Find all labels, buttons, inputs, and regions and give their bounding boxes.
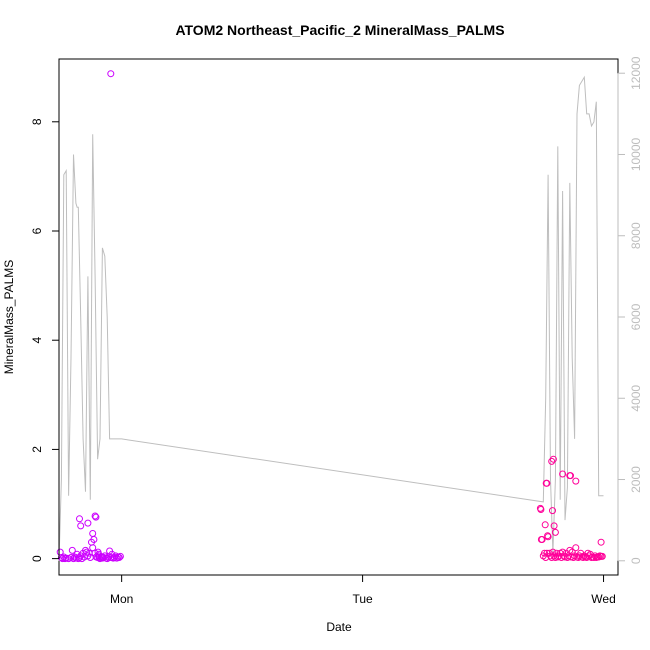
data-point [537,536,545,543]
data-point [572,544,580,552]
y-right-tick-label: 2000 [629,466,643,493]
data-point [549,455,557,463]
data-point [567,472,574,480]
y-axis-right: 0 2000 4000 6000 8000 10000 12000 [617,56,643,564]
data-point [536,504,544,512]
data-point [95,554,103,561]
data-point [91,512,99,520]
x-axis-label: Date [326,620,352,634]
data-point [549,507,556,515]
y-right-tick-label: 6000 [629,303,643,330]
y-right-tick-label: 8000 [629,222,643,249]
data-point [548,457,556,465]
data-point [551,528,559,536]
chart-title: ATOM2 Northeast_Pacific_2 MineralMass_PA… [175,22,504,38]
x-tick-label: Mon [110,592,133,606]
data-point [68,546,76,554]
data-point [89,530,97,537]
data-point [559,470,567,478]
y-right-tick-label: 4000 [629,385,643,412]
y-right-tick-label: 12000 [629,56,643,90]
x-tick-label: Wed [591,592,615,606]
data-point [597,538,605,546]
y-left-tick-label: 2 [30,446,44,453]
data-point [547,552,554,560]
x-tick-label: Tue [352,592,373,606]
data-point [541,521,549,529]
data-point [543,479,551,487]
y-right-tick-label: 10000 [629,137,643,171]
plot-area [58,58,619,576]
data-point [116,552,124,560]
data-point [77,522,85,530]
data-point [598,552,606,560]
y-axis-label: MineralMass_PALMS [2,260,16,374]
series-points-a [56,70,124,563]
data-point [541,549,548,557]
y-left-tick-label: 4 [30,337,44,344]
series-points-b [536,455,606,561]
data-point [98,553,106,561]
data-point [76,515,83,523]
data-point [84,519,92,527]
series-line-path [58,75,604,561]
x-axis: Mon Tue Wed [110,574,616,606]
y-left-tick-label: 0 [30,555,44,562]
y-left-tick-label: 6 [30,227,44,234]
y-left-tick-label: 8 [30,118,44,125]
data-point [550,522,558,530]
data-point [115,554,123,561]
y-right-tick-label: 0 [629,557,643,564]
data-point [572,477,580,485]
series-line [58,75,604,561]
data-point [107,70,115,78]
y-axis-left: 0 2 4 6 8 [30,118,60,562]
data-point [92,513,100,521]
data-point [544,532,552,540]
